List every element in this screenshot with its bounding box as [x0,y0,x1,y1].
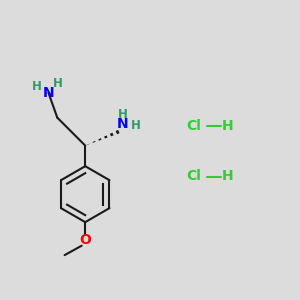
Text: N: N [43,85,54,100]
Text: O: O [79,233,91,248]
Text: H: H [131,119,141,132]
Text: N: N [117,117,129,131]
Text: Cl: Cl [187,169,202,184]
Text: Cl: Cl [187,119,202,134]
Text: H: H [53,77,63,90]
Text: H: H [221,119,233,134]
Text: H: H [118,108,128,121]
Text: H: H [221,169,233,184]
Text: H: H [32,80,42,93]
